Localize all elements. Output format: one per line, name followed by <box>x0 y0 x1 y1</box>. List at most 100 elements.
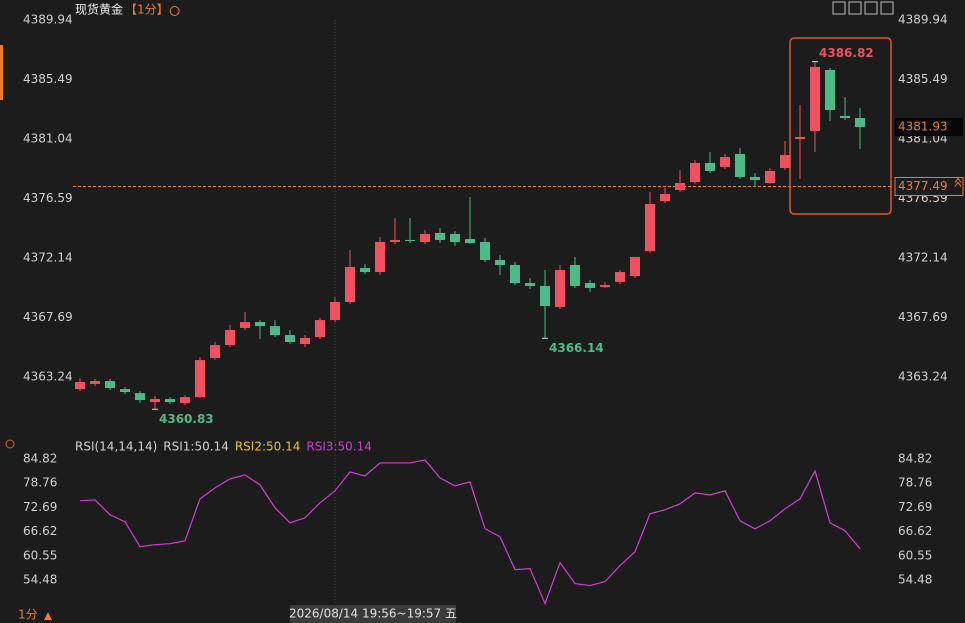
candle-body <box>210 345 220 359</box>
candle-body <box>120 389 130 393</box>
candle-body <box>675 182 685 190</box>
low-label: 4360.83 <box>159 412 214 426</box>
legend-label: RSI3:50.14 <box>306 440 372 454</box>
candle-body <box>390 239 400 242</box>
candle-body <box>225 329 235 346</box>
candle-body <box>480 241 490 261</box>
candle-body <box>795 136 805 139</box>
y-tick-label: 4381.04 <box>23 131 73 145</box>
candle-body <box>330 302 340 321</box>
y-tick-label-right: 4363.24 <box>898 370 948 384</box>
candle-body <box>510 264 520 284</box>
tool-button[interactable] <box>832 1 846 15</box>
candle-body <box>285 335 295 342</box>
candle-body <box>720 157 730 167</box>
candle-body <box>765 170 775 183</box>
candle-body <box>615 272 625 282</box>
candle-body <box>105 381 115 389</box>
y-tick-label: 4389.94 <box>23 12 73 26</box>
y-tick-label-right: 54.48 <box>898 573 932 587</box>
candle-body <box>345 266 355 303</box>
indicator-title: RSI(14,14,14) <box>75 440 157 454</box>
candle-body <box>585 283 595 288</box>
candle-body <box>195 360 205 398</box>
candle-body <box>75 381 85 390</box>
y-tick-label: 4376.59 <box>23 191 73 205</box>
candle-body <box>570 264 580 286</box>
time-box <box>290 605 456 623</box>
y-tick-label-right: 78.76 <box>898 476 932 490</box>
y-tick-label-right: 72.69 <box>898 500 932 514</box>
high-label: 4386.82 <box>819 46 874 60</box>
candle-body <box>435 233 445 240</box>
candle-body <box>630 256 640 277</box>
indicator-label: RSI2:50.14 <box>235 440 301 454</box>
candle-body <box>645 203 655 252</box>
candle-body <box>660 193 670 202</box>
y-tick-label-right: 4385.49 <box>898 72 948 86</box>
candle-body <box>420 233 430 242</box>
candle-body <box>450 233 460 242</box>
period-arrow[interactable] <box>44 612 52 620</box>
candle-body <box>555 270 565 307</box>
y-tick-label: 4363.24 <box>23 370 73 384</box>
add-icon <box>169 6 180 16</box>
last-price-label: 4381.93 <box>898 120 948 134</box>
candle-body <box>180 397 190 403</box>
candle-body <box>810 66 820 131</box>
highlight-box <box>789 37 892 215</box>
last-price-box <box>895 118 963 137</box>
y-tick-label-right: 4389.94 <box>898 12 948 26</box>
tool-button[interactable] <box>864 1 878 15</box>
indicator-icon[interactable] <box>5 439 15 449</box>
candle-body <box>540 285 550 307</box>
candle-body <box>150 398 160 403</box>
y-tick-label: 4372.14 <box>23 251 73 265</box>
y-tick-label-right: 84.82 <box>898 451 932 465</box>
tool-button[interactable] <box>880 1 894 15</box>
toolbar[interactable] <box>832 1 894 15</box>
low-label: 4366.14 <box>549 341 604 355</box>
candle-body <box>405 239 415 242</box>
y-tick-label: 4385.49 <box>23 72 73 86</box>
candle-body <box>735 153 745 177</box>
tool-button[interactable] <box>848 1 862 15</box>
y-tick-label-right: 4367.69 <box>898 310 948 324</box>
candle-body <box>270 326 280 336</box>
rsi-line <box>79 459 861 606</box>
candle-body <box>840 115 850 118</box>
y-tick-label: 84.82 <box>23 451 57 465</box>
candle-body <box>315 320 325 338</box>
candle-body <box>255 322 265 327</box>
chart-title: 现货黄金 <box>75 2 123 17</box>
candle-body <box>825 69 835 110</box>
candle-body <box>360 268 370 273</box>
candle-body <box>135 393 145 401</box>
reference-label-box <box>894 176 964 196</box>
candle-body <box>90 381 100 384</box>
crosshair-time: 2026/08/14 19:56~19:57 五 <box>289 607 457 621</box>
y-tick-label: 72.69 <box>23 500 57 514</box>
candle-body <box>240 322 250 328</box>
reference-arrow <box>954 177 962 187</box>
indicator-label: RSI1:50.14 <box>163 440 229 454</box>
y-tick-label-right: 66.62 <box>898 524 932 538</box>
candle-body <box>465 239 475 244</box>
candle-body <box>165 398 175 403</box>
candle-body <box>705 162 715 171</box>
period-title: 【1分】 <box>125 3 169 17</box>
y-tick-label-right: 60.55 <box>898 548 932 562</box>
y-tick-label: 60.55 <box>23 548 57 562</box>
side-marker <box>0 45 3 100</box>
candle-body <box>525 283 535 286</box>
candle-body <box>690 162 700 183</box>
y-tick-label: 4367.69 <box>23 310 73 324</box>
candle-body <box>300 337 310 345</box>
candle-body <box>600 285 610 288</box>
y-tick-label-right: 4372.14 <box>898 251 948 265</box>
candle-body <box>495 260 505 265</box>
period-label[interactable]: 1分 <box>18 608 38 622</box>
y-tick-label: 78.76 <box>23 476 57 490</box>
